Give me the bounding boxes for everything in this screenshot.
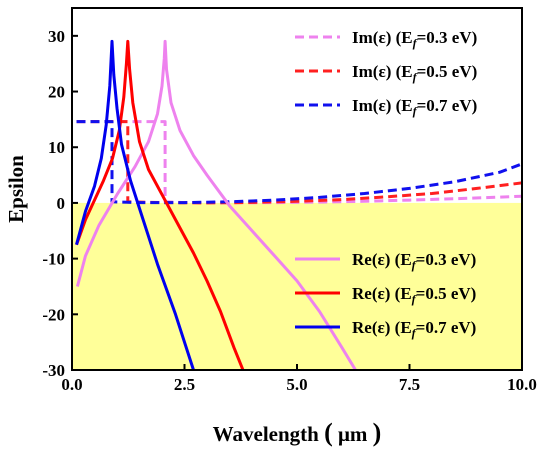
- x-axis-paren-close: ): [373, 418, 382, 447]
- legend-label-re_05: Re(ε) (Ef=0.5 eV): [352, 284, 476, 306]
- x-axis-title-text: Wavelength: [213, 422, 319, 446]
- series-line-re_07: [75, 39, 195, 370]
- legend-label-im_07: Im(ε) (Ef=0.7 eV): [352, 96, 477, 118]
- y-tick-label: -20: [42, 305, 65, 324]
- x-tick-label: 7.5: [399, 375, 420, 394]
- series-line-re_03: [75, 39, 357, 370]
- legend-label-re_03: Re(ε) (Ef=0.3 eV): [352, 250, 476, 272]
- series-line-re_05: [75, 39, 245, 370]
- y-tick-label: -30: [42, 361, 65, 380]
- series-line-im_07: [76, 120, 522, 205]
- y-axis-title: Epsilon: [4, 155, 28, 223]
- series-layer: [75, 39, 522, 370]
- x-axis-paren-open: (: [324, 418, 333, 447]
- x-tick-label: 0.0: [61, 375, 82, 394]
- x-axis-ticks: 0.0 2.5 5.0 7.5 10.0: [61, 364, 537, 394]
- x-tick-label: 10.0: [507, 375, 537, 394]
- legend-label-im_05: Im(ε) (Ef=0.5 eV): [352, 62, 477, 84]
- x-tick-label: 2.5: [174, 375, 195, 394]
- x-axis-unit: μm: [338, 422, 368, 446]
- y-axis-ticks: -30 -20 -10 0 10 20 30: [42, 27, 78, 380]
- y-tick-label: 30: [48, 27, 65, 46]
- legend-label-im_03: Im(ε) (Ef=0.3 eV): [352, 28, 477, 50]
- y-tick-label: 10: [48, 138, 65, 157]
- legend-bottom-right: Re(ε) (Ef=0.3 eV) Re(ε) (Ef=0.5 eV) Re(ε) …: [295, 250, 476, 340]
- x-axis-title: Wavelength ( μm ): [213, 418, 382, 447]
- y-tick-label: 0: [57, 194, 66, 213]
- y-tick-label: 20: [48, 83, 65, 102]
- legend-top-right: Im(ε) (Ef=0.3 eV) Im(ε) (Ef=0.5 eV) Im(ε) …: [295, 28, 477, 118]
- y-tick-label: -10: [42, 250, 65, 269]
- x-tick-label: 5.0: [286, 375, 307, 394]
- svg-text:Wavelength ( μm: Wavelength ( μm ): [213, 418, 382, 447]
- legend-label-re_07: Re(ε) (Ef=0.7 eV): [352, 318, 476, 340]
